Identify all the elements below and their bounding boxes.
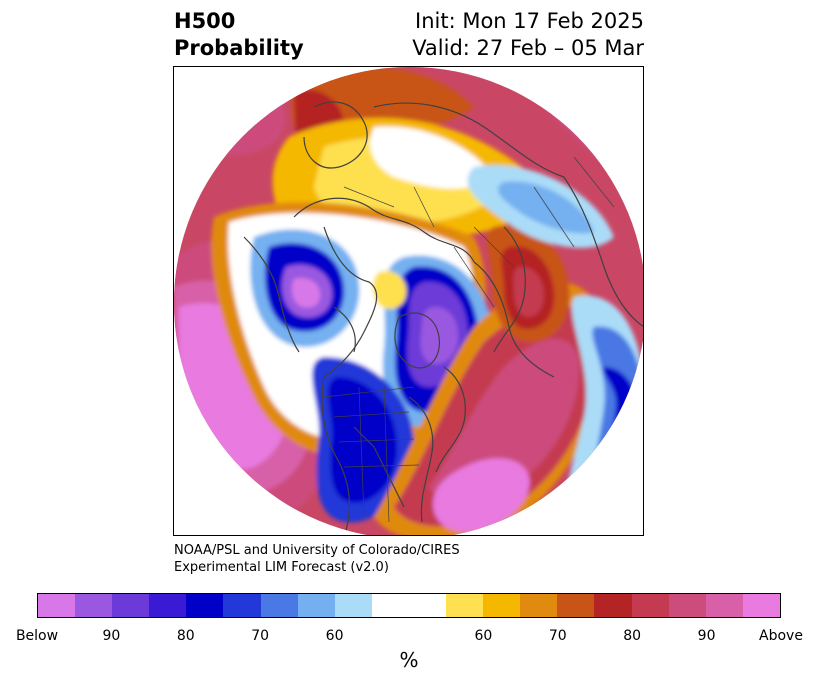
coastlines (243, 101, 643, 535)
colorbar-tick-label: 80 (623, 628, 642, 644)
colorbar-segment (371, 594, 409, 617)
colorbar-tick-label: 70 (548, 628, 567, 644)
colorbar-tick-label: 60 (474, 628, 493, 644)
colorbar-segment (520, 594, 558, 617)
forecast-dates: Init: Mon 17 Feb 2025 Valid: 27 Feb – 05… (412, 8, 644, 62)
colorbar-segment (260, 594, 298, 617)
colorbar-segment (149, 594, 187, 617)
colorbar-segment (446, 594, 484, 617)
colorbar-segment (186, 594, 224, 617)
political-borders (323, 156, 615, 523)
title-quantity: Probability (174, 36, 304, 60)
colorbar-tick-label: 90 (697, 628, 716, 644)
probability-map (174, 67, 643, 535)
colorbar-segment (223, 594, 261, 617)
colorbar (37, 593, 781, 618)
colorbar-segment (112, 594, 150, 617)
colorbar-segment (38, 594, 76, 617)
colorbar-unit: % (399, 648, 419, 672)
colorbar-tick-label: 70 (251, 628, 270, 644)
colorbar-segment (705, 594, 743, 617)
colorbar-segment (297, 594, 335, 617)
init-date: Init: Mon 17 Feb 2025 (415, 9, 644, 33)
map-panel (173, 66, 644, 536)
probability-field (174, 67, 643, 535)
credit-text: NOAA/PSL and University of Colorado/CIRE… (174, 542, 460, 576)
chart-title: H500 Probability (174, 8, 304, 62)
colorbar-tick-label: 80 (176, 628, 195, 644)
title-variable: H500 (174, 9, 236, 33)
colorbar-segment (668, 594, 706, 617)
colorbar-tick-label: 60 (325, 628, 344, 644)
valid-range: Valid: 27 Feb – 05 Mar (412, 36, 644, 60)
colorbar-segment (483, 594, 521, 617)
colorbar-segment (557, 594, 595, 617)
colorbar-segment (334, 594, 372, 617)
colorbar-segment (742, 594, 780, 617)
colorbar-tick-label: Below (15, 628, 59, 644)
colorbar-tick-label: 90 (102, 628, 121, 644)
colorbar-segment (631, 594, 669, 617)
credit-line-1: NOAA/PSL and University of Colorado/CIRE… (174, 543, 460, 558)
colorbar-tick-label: Above (759, 628, 803, 644)
colorbar-segment (408, 594, 447, 617)
credit-line-2: Experimental LIM Forecast (v2.0) (174, 560, 389, 575)
colorbar-segment (594, 594, 632, 617)
colorbar-segment (75, 594, 113, 617)
